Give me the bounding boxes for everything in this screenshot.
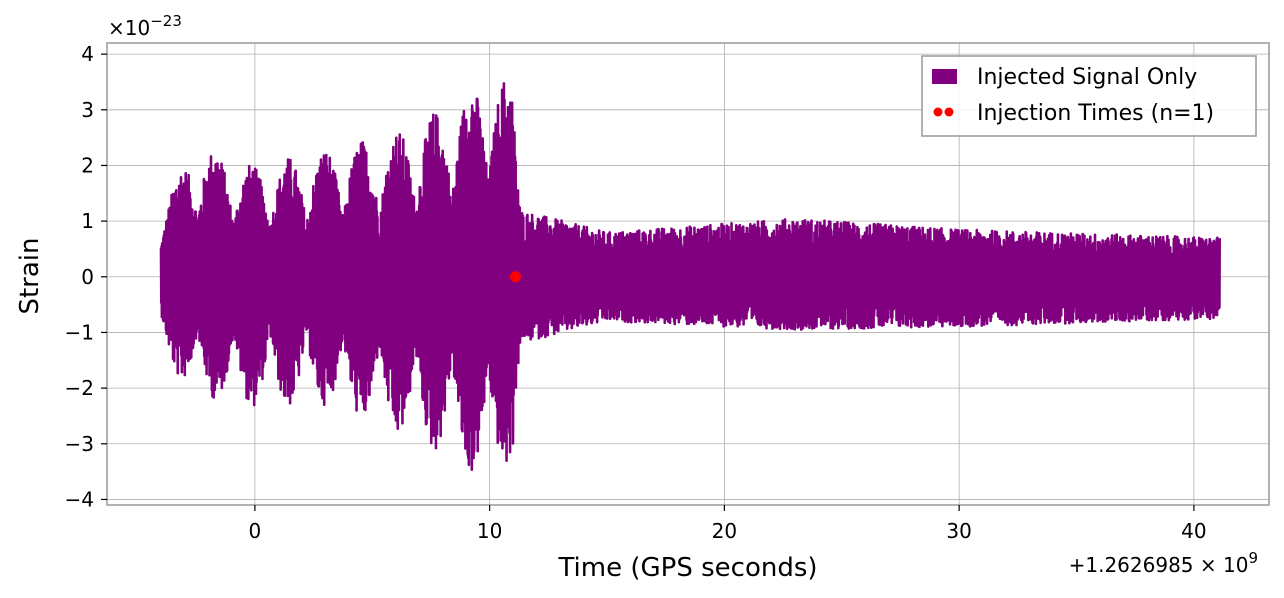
y-tick-label: 1: [81, 209, 94, 233]
x-axis-label: Time (GPS seconds): [557, 553, 817, 583]
y-tick-label: −2: [65, 376, 94, 400]
y-tick-label: 4: [81, 42, 94, 66]
x-tick-label: 10: [477, 519, 502, 543]
y-tick-label: −1: [65, 320, 94, 344]
y-scale-text: ×10: [108, 16, 150, 40]
x-offset-text: +1.2626985 × 10: [1069, 553, 1249, 577]
legend-label-injection-times: Injection Times (n=1): [977, 101, 1214, 126]
legend-marker-injection-times-1: [933, 107, 943, 117]
series-injected-signal-trace: [159, 82, 1221, 471]
y-axis-label: Strain: [15, 237, 45, 314]
y-scale-factor: ×10−23: [108, 12, 182, 40]
legend-label-injected-signal: Injected Signal Only: [977, 65, 1197, 90]
x-tick-label: 30: [946, 519, 971, 543]
y-tick-label: −4: [65, 487, 94, 511]
x-tick-label: 20: [712, 519, 737, 543]
y-tick-label: −3: [65, 432, 94, 456]
legend-marker-injection-times-2: [944, 107, 954, 117]
plot-area: [159, 82, 1221, 471]
y-tick-label: 3: [81, 98, 94, 122]
x-offset-exponent: 9: [1248, 549, 1258, 567]
injection-time-point: [509, 271, 521, 283]
y-tick-label: 0: [81, 265, 94, 289]
x-offset-label: +1.2626985 × 109: [1069, 549, 1258, 577]
legend-box: [921, 55, 1257, 137]
y-tick-label: 2: [81, 153, 94, 177]
y-scale-exponent: −23: [150, 12, 182, 30]
x-tick-label: 40: [1181, 519, 1206, 543]
legend: Injected Signal Only Injection Times (n=…: [921, 55, 1257, 137]
axis-ticks: 0 10 20 30 40 −4 −3 −2 −1 0 1 2 3 4: [65, 42, 1207, 543]
legend-swatch-injected-signal: [932, 69, 957, 84]
axes-frame: [106, 42, 1270, 506]
x-tick-label: 0: [249, 519, 262, 543]
